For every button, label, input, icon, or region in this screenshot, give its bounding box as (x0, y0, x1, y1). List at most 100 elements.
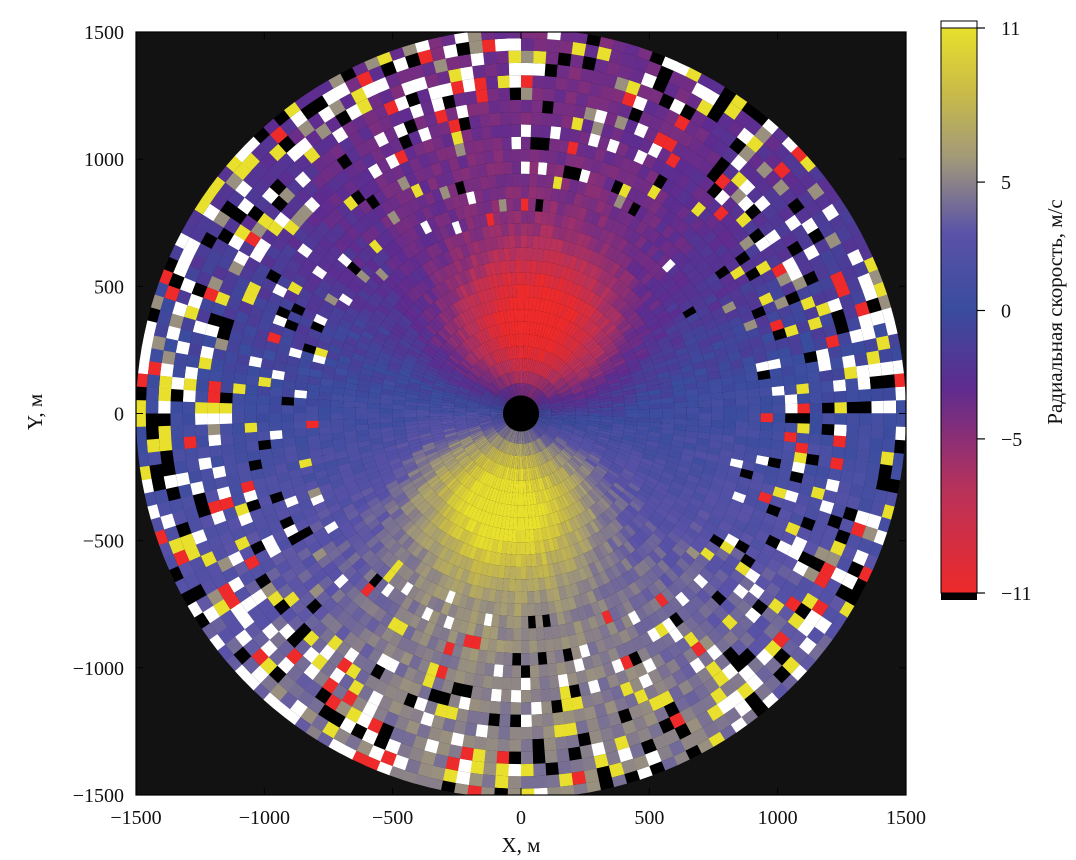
radar-cell (429, 456, 442, 466)
radar-cell (433, 438, 447, 445)
radar-cell (797, 260, 814, 276)
radar-cell (583, 248, 594, 262)
radar-cell (668, 125, 684, 142)
radar-cell (375, 267, 389, 282)
radar-cell (703, 520, 718, 534)
radar-cell (552, 376, 564, 387)
radar-cell (268, 648, 287, 666)
radar-cell (286, 144, 304, 163)
radar-cell (445, 705, 459, 721)
radar-cell (529, 372, 535, 385)
radar-cell (369, 386, 382, 394)
radar-cell (324, 496, 339, 508)
radar-cell (535, 516, 542, 529)
radar-cell (563, 203, 573, 217)
radar-cell (560, 521, 570, 535)
radar-cell (479, 456, 489, 468)
radar-cell (477, 510, 486, 523)
radar-cell (516, 346, 520, 359)
radar-cell (792, 310, 808, 325)
radar-cell (443, 549, 454, 563)
radar-cell (521, 530, 526, 543)
radar-cell (250, 468, 265, 481)
radar-cell (583, 604, 595, 619)
radar-cell (290, 599, 307, 616)
radar-cell (549, 422, 562, 429)
radar-cell (352, 220, 367, 236)
radar-cell (457, 430, 470, 437)
radar-cell (587, 405, 601, 409)
radar-cell (541, 381, 551, 392)
radar-cell (189, 556, 206, 573)
radar-cell (824, 259, 842, 276)
radar-cell (494, 527, 501, 541)
radar-cell (657, 376, 672, 385)
radar-cell (491, 416, 504, 419)
radar-cell (357, 525, 371, 539)
radar-cell (552, 101, 565, 116)
radar-cell (422, 468, 435, 479)
radar-cell (449, 376, 462, 385)
radar-cell (580, 118, 594, 134)
radar-cell (456, 514, 467, 528)
radar-cell (587, 474, 599, 486)
radar-cell (481, 343, 490, 356)
radar-cell (350, 87, 368, 104)
radar-cell (397, 298, 411, 311)
radar-cell (466, 402, 480, 407)
radar-cell (641, 311, 656, 324)
radar-cell (331, 432, 345, 441)
radar-cell (751, 598, 769, 616)
radar-cell (482, 276, 490, 290)
radar-cell (541, 527, 548, 541)
radar-cell (406, 273, 419, 287)
radar-cell (533, 223, 541, 237)
radar-cell (587, 576, 599, 591)
radar-cell (326, 350, 340, 362)
radar-cell (428, 202, 441, 218)
radar-cell (492, 602, 502, 616)
radar-cell (562, 102, 576, 117)
radar-cell (769, 448, 783, 460)
radar-cell (668, 507, 683, 520)
radar-cell (784, 422, 798, 433)
radar-cell (343, 419, 356, 426)
radar-cell (546, 650, 557, 665)
radar-cell (335, 625, 351, 642)
radar-cell (429, 416, 442, 420)
radar-cell (556, 510, 565, 523)
radar-cell (590, 326, 602, 339)
radar-cell (629, 500, 642, 513)
radar-cell (635, 545, 649, 560)
radar-cell (252, 337, 267, 350)
radar-cell (476, 523, 486, 537)
radar-cell (416, 413, 430, 418)
radar-cell (486, 473, 494, 487)
radar-cell (529, 652, 539, 666)
radar-cell (696, 438, 710, 447)
radar-cell (333, 444, 347, 454)
radar-cell (346, 551, 362, 566)
radar-cell (509, 247, 516, 261)
radar-cell (372, 104, 389, 121)
radar-cell (611, 153, 625, 169)
radar-cell (426, 524, 439, 538)
radar-cell (638, 138, 654, 154)
radar-cell (509, 87, 521, 101)
radar-cell (534, 375, 541, 387)
radar-cell (352, 158, 368, 174)
radar-cell (839, 342, 855, 357)
radar-cell (537, 401, 550, 407)
radar-cell (757, 446, 771, 458)
radar-cell (640, 239, 654, 254)
radar-cell (653, 267, 667, 282)
radar-cell (441, 418, 455, 422)
radar-cell (421, 262, 434, 277)
radar-cell (485, 446, 495, 457)
radar-cell (754, 499, 770, 513)
radar-cell (407, 599, 421, 615)
radar-cell (478, 549, 487, 563)
radar-cell (491, 435, 501, 446)
radar-cell (446, 321, 457, 334)
radar-cell (485, 430, 497, 439)
